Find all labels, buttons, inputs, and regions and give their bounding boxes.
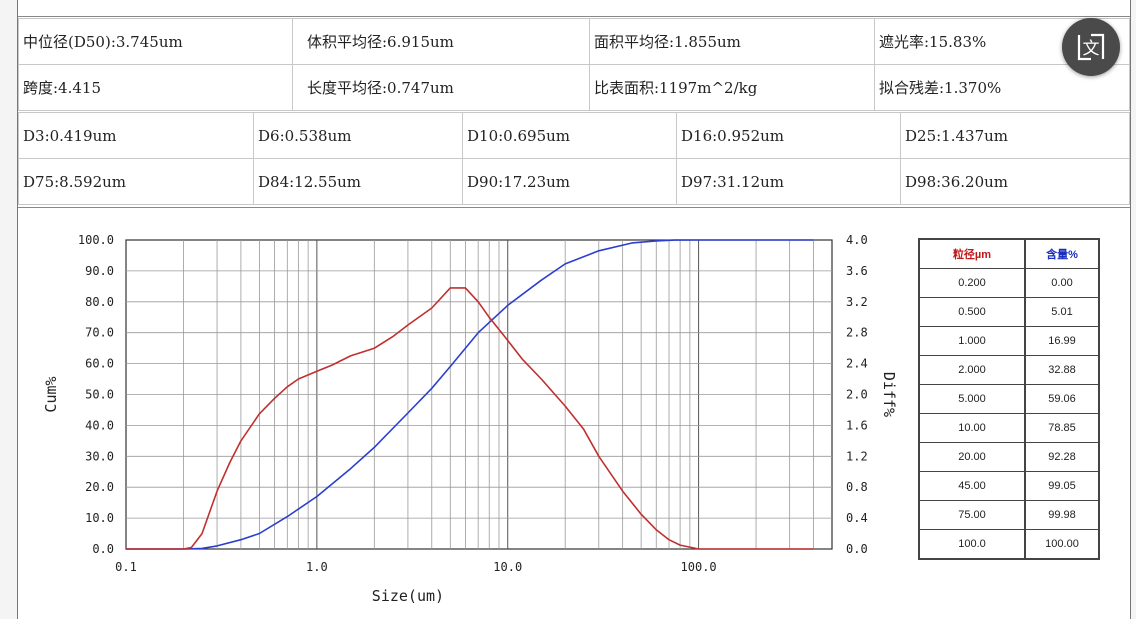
differential-curve xyxy=(126,287,814,550)
summary-row-1: 中位径(D50):3.745um 体积平均径:6.915um 面积平均径:1.8… xyxy=(18,18,1130,65)
content-value: 78.85 xyxy=(1024,413,1100,443)
y-left-tick-label: 20.0 xyxy=(85,480,114,494)
stat-cell: 体积平均径:6.915um xyxy=(292,18,590,65)
size-content-row: 5.000 59.06 xyxy=(918,384,1100,414)
y-right-tick-label: 4.0 xyxy=(846,233,868,247)
percentile-cell: D6:0.538um xyxy=(253,112,463,159)
content-value: 59.06 xyxy=(1024,384,1100,414)
y-right-tick-label: 1.6 xyxy=(846,418,868,432)
y-left-tick-label: 70.0 xyxy=(85,326,114,340)
content-value: 99.98 xyxy=(1024,500,1100,530)
particle-size-chart: 0.0 10.0 20.0 30.0 40.0 50.0 60.0 70.0 80.0 90.0 1… xyxy=(42,233,898,605)
y-right-tick-label: 0.0 xyxy=(846,542,868,556)
y-left-tick-label: 10.0 xyxy=(85,511,114,525)
y-right-tick-label: 3.6 xyxy=(846,264,868,278)
x-tick-label: 100.0 xyxy=(681,560,717,574)
size-content-row: 1.000 16.99 xyxy=(918,326,1100,356)
top-border xyxy=(18,0,1130,17)
x-tick-label: 0.1 xyxy=(115,560,137,574)
content-value: 5.01 xyxy=(1024,297,1100,327)
size-header: 粒径µm xyxy=(918,238,1026,269)
y-left-tick-label: 80.0 xyxy=(85,295,114,309)
y-right-tick-label: 3.2 xyxy=(846,295,868,309)
stat-cell: 跨度:4.415 xyxy=(18,64,293,111)
size-value: 20.00 xyxy=(918,442,1026,472)
percentile-row-1: D3:0.419um D6:0.538um D10:0.695um D16:0.… xyxy=(18,112,1130,159)
percentile-cell: D16:0.952um xyxy=(676,112,901,159)
stat-cell: 长度平均径:0.747um xyxy=(292,64,590,111)
cumulative-curve xyxy=(126,239,814,550)
size-content-header: 粒径µm 含量% xyxy=(918,238,1100,269)
size-content-row: 20.00 92.28 xyxy=(918,442,1100,472)
percentile-cell: D90:17.23um xyxy=(462,158,677,205)
x-axis-label: Size(um) xyxy=(372,587,444,605)
summary-row-2: 跨度:4.415 长度平均径:0.747um 比表面积:1197m^2/kg 拟… xyxy=(18,64,1130,111)
y-left-tick-label: 50.0 xyxy=(85,388,114,402)
section-divider xyxy=(18,207,1130,208)
content-header: 含量% xyxy=(1024,238,1100,269)
y-right-tick-label: 2.4 xyxy=(846,357,868,371)
y-left-tick-label: 60.0 xyxy=(85,357,114,371)
y-right-tick-label: 0.4 xyxy=(846,511,868,525)
y-right-tick-label: 2.0 xyxy=(846,388,868,402)
content-value: 16.99 xyxy=(1024,326,1100,356)
content-value: 100.00 xyxy=(1024,529,1100,560)
x-tick-label: 10.0 xyxy=(493,560,522,574)
y-left-tick-label: 30.0 xyxy=(85,449,114,463)
y-right-tick-label: 0.8 xyxy=(846,480,868,494)
percentile-table: D3:0.419um D6:0.538um D10:0.695um D16:0.… xyxy=(18,112,1130,205)
percentile-cell: D10:0.695um xyxy=(462,112,677,159)
y-left-tick-label: 90.0 xyxy=(85,264,114,278)
size-content-row: 75.00 99.98 xyxy=(918,500,1100,530)
stat-cell: 中位径(D50):3.745um xyxy=(18,18,293,65)
content-value: 92.28 xyxy=(1024,442,1100,472)
size-content-row: 0.200 0.00 xyxy=(918,268,1100,298)
y-left-tick-label: 40.0 xyxy=(85,418,114,432)
y-right-tick-label: 1.2 xyxy=(846,449,868,463)
size-content-row: 45.00 99.05 xyxy=(918,471,1100,501)
percentile-cell: D25:1.437um xyxy=(900,112,1130,159)
size-value: 0.500 xyxy=(918,297,1026,327)
percentile-cell: D75:8.592um xyxy=(18,158,254,205)
percentile-cell: D84:12.55um xyxy=(253,158,463,205)
y-axis-right-label: Diff% xyxy=(880,372,898,417)
translate-icon: 文 xyxy=(1077,33,1105,61)
size-value: 2.000 xyxy=(918,355,1026,385)
content-value: 32.88 xyxy=(1024,355,1100,385)
y-right-tick-label: 2.8 xyxy=(846,326,868,340)
chart-grid xyxy=(125,239,833,550)
stat-cell: 比表面积:1197m^2/kg xyxy=(589,64,875,111)
content-value: 0.00 xyxy=(1024,268,1100,298)
chart-curves xyxy=(126,239,814,550)
percentile-cell: D97:31.12um xyxy=(676,158,901,205)
size-value: 1.000 xyxy=(918,326,1026,356)
percentile-cell: D3:0.419um xyxy=(18,112,254,159)
content-value: 99.05 xyxy=(1024,471,1100,501)
percentile-cell: D98:36.20um xyxy=(900,158,1130,205)
y-left-tick-label: 0.0 xyxy=(92,542,114,556)
size-content-row: 100.0 100.00 xyxy=(918,529,1100,560)
chart-ticks: 0.0 10.0 20.0 30.0 40.0 50.0 60.0 70.0 80.0 90.0 1… xyxy=(78,233,868,574)
size-value: 45.00 xyxy=(918,471,1026,501)
y-axis-left-label: Cum% xyxy=(42,376,60,412)
size-value: 5.000 xyxy=(918,384,1026,414)
size-content-table: 粒径µm 含量% 0.200 0.00 0.500 5.01 1.000 16.99 2.0… xyxy=(918,238,1100,560)
size-content-row: 10.00 78.85 xyxy=(918,413,1100,443)
percentile-row-2: D75:8.592um D84:12.55um D90:17.23um D97:… xyxy=(18,158,1130,205)
size-content-row: 2.000 32.88 xyxy=(918,355,1100,385)
size-content-row: 0.500 5.01 xyxy=(918,297,1100,327)
size-value: 100.0 xyxy=(918,529,1026,560)
size-value: 0.200 xyxy=(918,268,1026,298)
size-value: 75.00 xyxy=(918,500,1026,530)
y-left-tick-label: 100.0 xyxy=(78,233,114,247)
svg-text:文: 文 xyxy=(1083,39,1100,59)
x-tick-label: 1.0 xyxy=(306,560,328,574)
size-value: 10.00 xyxy=(918,413,1026,443)
translate-button[interactable]: 文 xyxy=(1062,18,1120,76)
summary-stats-table: 中位径(D50):3.745um 体积平均径:6.915um 面积平均径:1.8… xyxy=(18,18,1130,111)
stat-cell: 面积平均径:1.855um xyxy=(589,18,875,65)
size-content-body: 粒径µm 含量% 0.200 0.00 0.500 5.01 1.000 16.99 2.0… xyxy=(918,238,1100,560)
